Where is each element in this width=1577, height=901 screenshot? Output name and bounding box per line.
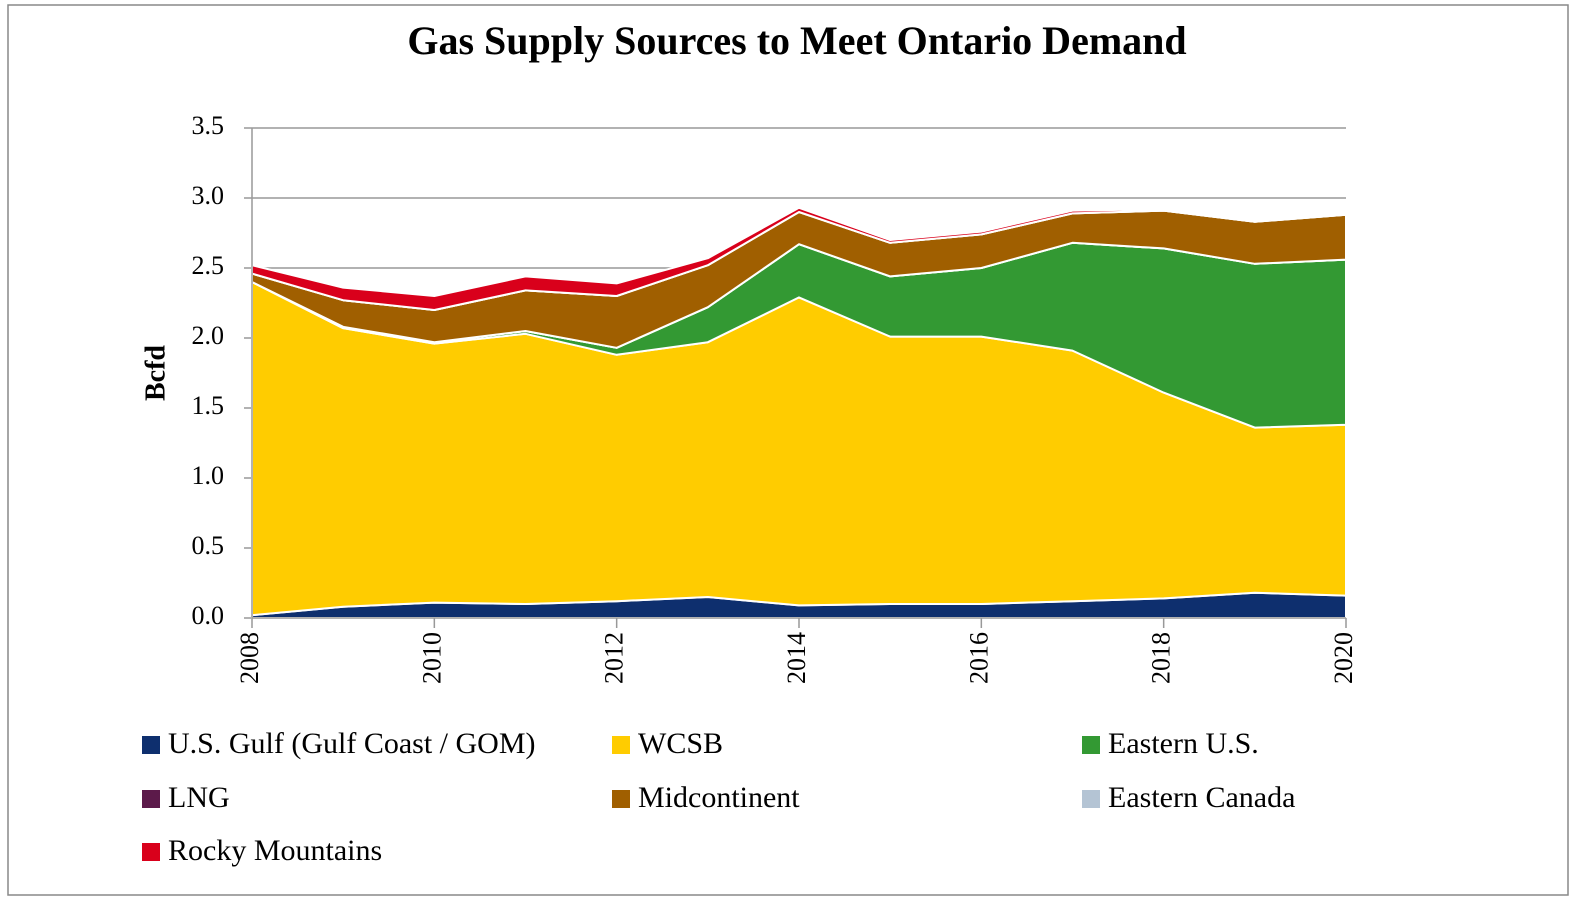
legend-swatch: [1082, 790, 1100, 808]
legend-swatch: [612, 790, 630, 808]
legend-label: Eastern U.S.: [1108, 727, 1259, 760]
frame: [7, 4, 1569, 896]
legend-swatch: [142, 736, 160, 754]
y-tick-label: 2.0: [192, 321, 225, 350]
legend-swatch: [1082, 736, 1100, 754]
y-tick-label: 0.0: [192, 601, 225, 630]
y-tick-label: 3.0: [192, 181, 225, 210]
y-tick-label: 3.5: [192, 111, 225, 140]
area: [251, 206, 1347, 311]
legend-label: WCSB: [638, 727, 723, 760]
chart-title: Gas Supply Sources to Meet Ontario Deman…: [407, 18, 1186, 63]
y-tick-label: 1.5: [192, 391, 225, 420]
legend-swatch: [142, 843, 160, 861]
x-tick-label: 2012: [600, 632, 629, 684]
legend-label: LNG: [168, 781, 230, 814]
x-tick-label: 2018: [1147, 632, 1176, 684]
x-tick-label: 2010: [417, 632, 446, 684]
legend-label: Rocky Mountains: [168, 834, 382, 867]
x-tick-label: 2016: [964, 632, 993, 684]
y-tick-label: 2.5: [192, 251, 225, 280]
legend-swatch: [612, 736, 630, 754]
y-tick-label: 1.0: [192, 461, 225, 490]
y-axis-label: Bcfd: [140, 345, 171, 401]
legend-label: Eastern Canada: [1108, 781, 1295, 814]
legend-label: U.S. Gulf (Gulf Coast / GOM): [168, 727, 536, 760]
x-tick-label: 2020: [1329, 632, 1358, 684]
y-tick-label: 0.5: [192, 531, 225, 560]
x-tick-label: 2014: [782, 632, 811, 684]
legend-label: Midcontinent: [638, 781, 800, 814]
x-tick-label: 2008: [235, 632, 264, 684]
legend-swatch: [142, 790, 160, 808]
